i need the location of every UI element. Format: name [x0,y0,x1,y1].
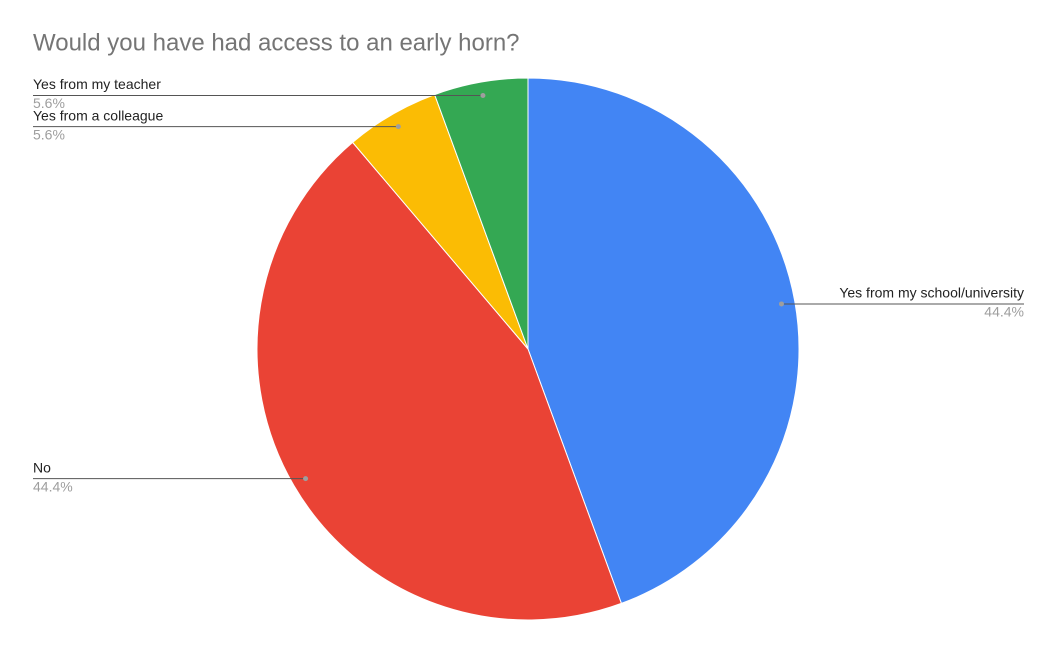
chart-title: Would you have had access to an early ho… [33,29,520,56]
slice-label: Yes from my school/university [839,285,1024,301]
slice-label: Yes from my teacher [33,76,161,92]
slice-percent: 5.6% [33,126,65,142]
leader-dot [395,124,401,130]
slice-label: Yes from a colleague [33,107,163,123]
leader-dot [480,93,486,99]
slice-percent: 44.4% [984,304,1024,320]
slice-percent: 44.4% [33,478,73,494]
slice-label: No [33,459,51,475]
pie-slice [433,77,529,350]
leader-dot [778,301,784,307]
pie-slice [527,77,800,605]
pie-slice [256,141,623,621]
slice-percent: 5.6% [33,95,65,111]
leader-dot [303,476,309,482]
